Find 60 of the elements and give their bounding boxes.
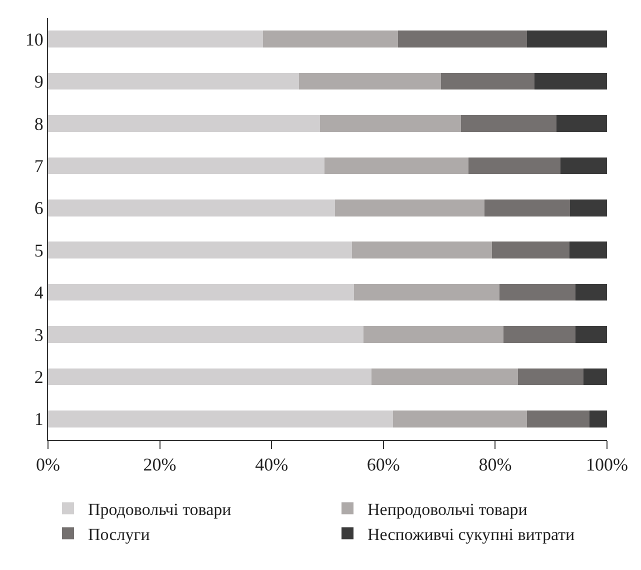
bar [570, 199, 607, 216]
bar [372, 368, 518, 386]
bar [363, 326, 504, 343]
bar [392, 410, 528, 428]
bar [298, 72, 441, 90]
bar [468, 157, 561, 174]
y-tick-label: 6 [34, 198, 44, 218]
bar [527, 30, 607, 48]
bar [500, 284, 576, 301]
y-tick-label: 8 [34, 114, 44, 134]
bar [398, 30, 528, 48]
y-tick-label: 2 [34, 367, 44, 387]
x-tick-label: 60% [366, 454, 400, 475]
bar [324, 157, 468, 174]
bar [576, 326, 607, 343]
y-tick-label: 10 [25, 29, 44, 50]
legend-label: Послуги [88, 524, 150, 544]
bar [504, 326, 576, 343]
bar [556, 115, 607, 132]
bar [527, 410, 590, 428]
bar [48, 157, 325, 174]
bar [440, 72, 534, 90]
legend-label: Непродовольчі товари [368, 500, 528, 519]
bar [48, 242, 352, 259]
x-tick-label: 100% [586, 454, 628, 475]
bar [48, 326, 364, 343]
bar [570, 242, 607, 259]
y-tick-label: 4 [34, 282, 44, 303]
bar [518, 368, 584, 386]
x-tick-label: 40% [255, 454, 288, 475]
x-tick-label: 0% [36, 454, 60, 475]
bar [48, 72, 299, 90]
bar [48, 368, 372, 386]
bar [354, 284, 500, 301]
bar [576, 284, 607, 301]
bar [590, 410, 607, 428]
y-tick-label: 7 [34, 156, 44, 176]
bar [48, 410, 393, 428]
bar [48, 30, 264, 48]
bar [560, 157, 607, 174]
bar [48, 199, 335, 216]
bar [534, 72, 607, 90]
bar [461, 115, 557, 132]
x-tick-label: 80% [478, 454, 512, 475]
legend-label: Продовольчі товари [88, 500, 232, 519]
bar [352, 242, 492, 259]
legend-label: Неспоживчі сукупні витрати [368, 524, 575, 544]
bar [263, 30, 398, 48]
bar [584, 368, 607, 386]
bar [48, 284, 354, 301]
bar [484, 199, 570, 216]
y-tick-label: 9 [34, 72, 44, 92]
x-tick-label: 20% [143, 454, 176, 475]
y-tick-label: 5 [34, 240, 44, 260]
bar [334, 199, 485, 216]
bar [320, 115, 462, 132]
y-tick-label: 1 [34, 409, 44, 430]
bar [492, 242, 570, 259]
y-tick-label: 3 [34, 324, 44, 345]
bar [48, 115, 320, 132]
